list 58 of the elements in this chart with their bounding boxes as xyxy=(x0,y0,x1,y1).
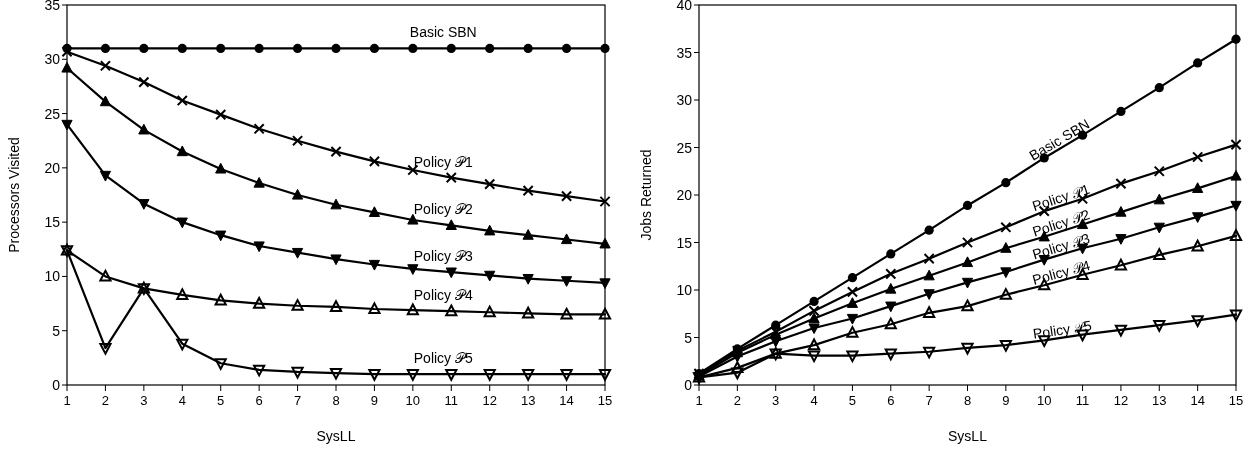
x-axis-title: SysLL xyxy=(948,428,988,444)
y-tick-label: 40 xyxy=(676,0,693,13)
x-tick-label: 13 xyxy=(1152,393,1167,408)
x-axis-title: SysLL xyxy=(316,428,356,444)
x-tick-label: 14 xyxy=(1190,393,1205,408)
y-tick-label: 15 xyxy=(44,214,61,231)
y-tick-label: 20 xyxy=(44,159,61,176)
x-tick-label: 6 xyxy=(255,393,263,408)
x-tick-label: 3 xyxy=(772,393,780,408)
series-label: Policy 𝒫5 xyxy=(413,350,473,367)
y-tick-label: 35 xyxy=(676,44,693,61)
x-tick-label: 7 xyxy=(925,393,933,408)
x-tick-label: 1 xyxy=(695,393,703,408)
text: Basic SBN xyxy=(1026,115,1093,164)
series-label: Basic SBN xyxy=(409,24,477,41)
x-tick-label: 4 xyxy=(810,393,818,408)
x-tick-label: 8 xyxy=(332,393,340,408)
x-tick-label: 12 xyxy=(1113,393,1129,408)
x-tick-label: 10 xyxy=(405,393,421,408)
y-tick-label: 10 xyxy=(676,282,693,298)
x-tick-label: 11 xyxy=(1075,393,1090,408)
y-tick-label: 20 xyxy=(676,187,693,203)
x-tick-label: 12 xyxy=(482,393,497,408)
x-tick-label: 5 xyxy=(848,393,857,408)
series-label: Policy 𝒫1 xyxy=(413,153,473,170)
x-tick-label: 14 xyxy=(559,393,574,408)
x-tick-label: 8 xyxy=(963,393,972,408)
y-tick-label: 35 xyxy=(44,0,61,13)
x-tick-label: 1 xyxy=(63,393,71,408)
y-axis-title: Processors Visited xyxy=(6,137,22,253)
y-tick-label: 15 xyxy=(676,234,693,251)
x-tick-label: 2 xyxy=(733,393,741,408)
x-tick-label: 9 xyxy=(1002,393,1010,408)
y-tick-label: 0 xyxy=(52,377,61,393)
y-tick-label: 25 xyxy=(44,105,61,122)
x-tick-label: 5 xyxy=(217,393,225,408)
x-tick-label: 9 xyxy=(370,393,379,408)
series-label: Policy 𝒫3 xyxy=(413,248,473,265)
y-tick-label: 30 xyxy=(676,92,693,108)
y-tick-label: 0 xyxy=(684,377,693,393)
y-tick-label: 25 xyxy=(676,139,693,156)
series-label: Policy 𝒫2 xyxy=(413,201,473,218)
x-tick-label: 4 xyxy=(178,393,186,408)
y-tick-label: 10 xyxy=(44,268,61,285)
x-tick-label: 10 xyxy=(1036,393,1052,408)
x-tick-label: 6 xyxy=(887,393,895,408)
y-tick-label: 5 xyxy=(684,329,693,346)
x-tick-label: 2 xyxy=(101,393,110,408)
x-tick-label: 15 xyxy=(1228,393,1244,408)
x-tick-label: 13 xyxy=(520,393,536,408)
x-tick-label: 11 xyxy=(444,393,459,408)
x-tick-label: 15 xyxy=(597,393,613,408)
y-tick-label: 5 xyxy=(52,322,61,339)
y-tick-label: 30 xyxy=(44,51,61,68)
y-axis-title: Jobs Returned xyxy=(638,149,654,241)
x-tick-label: 3 xyxy=(140,393,148,408)
x-tick-label: 7 xyxy=(293,393,302,408)
series-label: Policy 𝒫4 xyxy=(413,287,473,304)
